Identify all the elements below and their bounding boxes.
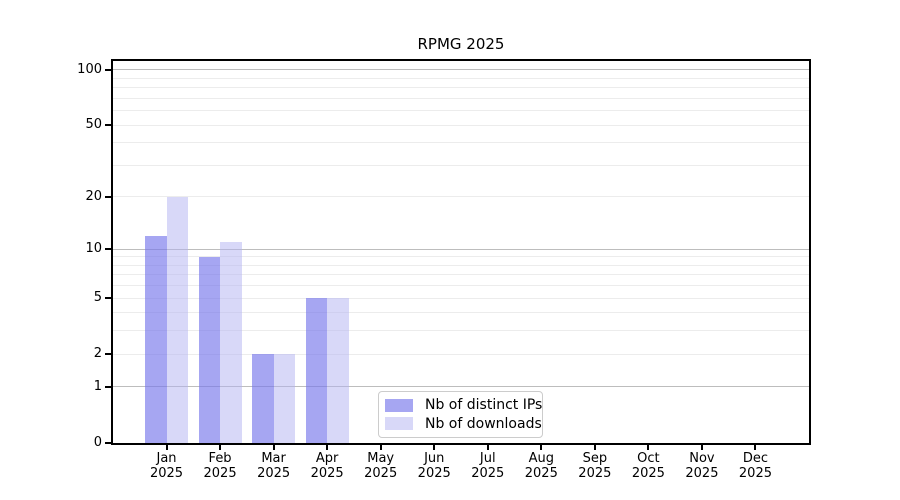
x-axis-tick [272,445,275,450]
x-axis-tick-label: May 2025 [364,451,398,481]
x-axis-tick-label: Aug 2025 [524,451,558,481]
chart-title: RPMG 2025 [417,35,505,53]
legend: Nb of distinct IPs Nb of downloads [378,391,543,438]
gridline-minor [113,330,809,332]
x-axis-tick-label: Jan 2025 [149,451,184,481]
x-axis-tick [593,445,596,450]
x-axis-tick-label: Jun 2025 [417,451,451,481]
bar-downloads [273,354,296,443]
gridline-minor [113,164,809,166]
y-axis-tick-label: 0 [93,435,102,450]
gridline-minor [113,353,809,355]
gridline-minor [113,110,809,112]
y-axis-tick [105,68,113,71]
bar-distinct-ips [198,256,221,443]
gridline-major [113,386,809,388]
y-axis-tick-label: 5 [93,290,102,306]
gridline-minor [113,274,809,276]
gridline-minor [113,142,809,144]
x-axis-tick [219,445,222,450]
legend-item: Nb of distinct IPs [385,396,542,415]
y-axis-tick [105,442,113,444]
bar-downloads [327,298,349,443]
x-axis-tick [700,445,703,450]
gridline-minor [113,264,809,266]
x-axis-tick [647,445,650,450]
x-axis-tick [540,445,543,450]
x-axis-tick-label: Feb 2025 [203,451,237,481]
bar-distinct-ips [145,235,167,443]
gridline-minor [113,312,809,314]
y-axis-tick-label: 100 [77,61,102,77]
x-axis-tick [379,445,382,450]
gridline-minor [113,87,809,89]
plot-box [111,59,811,445]
x-axis-tick [754,445,757,450]
y-axis-tick-label: 2 [93,346,102,362]
legend-item: Nb of downloads [385,415,542,434]
x-axis-tick-label: Dec 2025 [738,451,772,481]
bar-distinct-ips [252,354,274,443]
gridline-minor [113,97,809,99]
x-axis-tick-label: Apr 2025 [310,451,344,481]
legend-item-label: Nb of downloads [425,415,542,432]
gridline-major [113,69,809,71]
gridline-minor [113,77,809,79]
y-axis-tick [105,297,113,300]
bar-distinct-ips [305,298,328,443]
gridline-minor [113,196,809,198]
y-axis-tick [105,353,113,356]
x-axis-tick-label: Mar 2025 [257,451,291,481]
legend-swatch-downloads-icon [385,417,413,431]
y-axis-tick-label: 10 [85,241,102,257]
gridline-minor [113,124,809,126]
x-axis-tick [165,445,168,450]
x-axis-tick-label: Jul 2025 [471,451,505,481]
x-axis-tick-label: Sep 2025 [578,451,612,481]
y-axis-tick [105,124,113,127]
x-axis-tick-label: Nov 2025 [685,451,719,481]
x-axis-tick [486,445,489,450]
legend-swatch-distinct-ips-icon [385,398,413,412]
y-axis-tick [105,248,113,251]
x-axis-tick [433,445,436,450]
y-axis-tick-label: 1 [93,378,102,394]
y-axis-tick [105,385,113,388]
y-axis-tick-label: 50 [85,117,102,133]
legend-item-label: Nb of distinct IPs [425,397,543,414]
x-axis-tick [326,445,329,450]
gridline-minor [113,285,809,287]
gridline-minor [113,297,809,299]
y-axis-tick [105,195,113,198]
y-axis-tick-label: 20 [85,188,102,204]
gridline-major [113,248,809,250]
gridline-minor [113,256,809,258]
x-axis-tick-label: Oct 2025 [631,451,665,481]
bar-downloads [166,196,189,443]
bar-downloads [220,242,242,443]
